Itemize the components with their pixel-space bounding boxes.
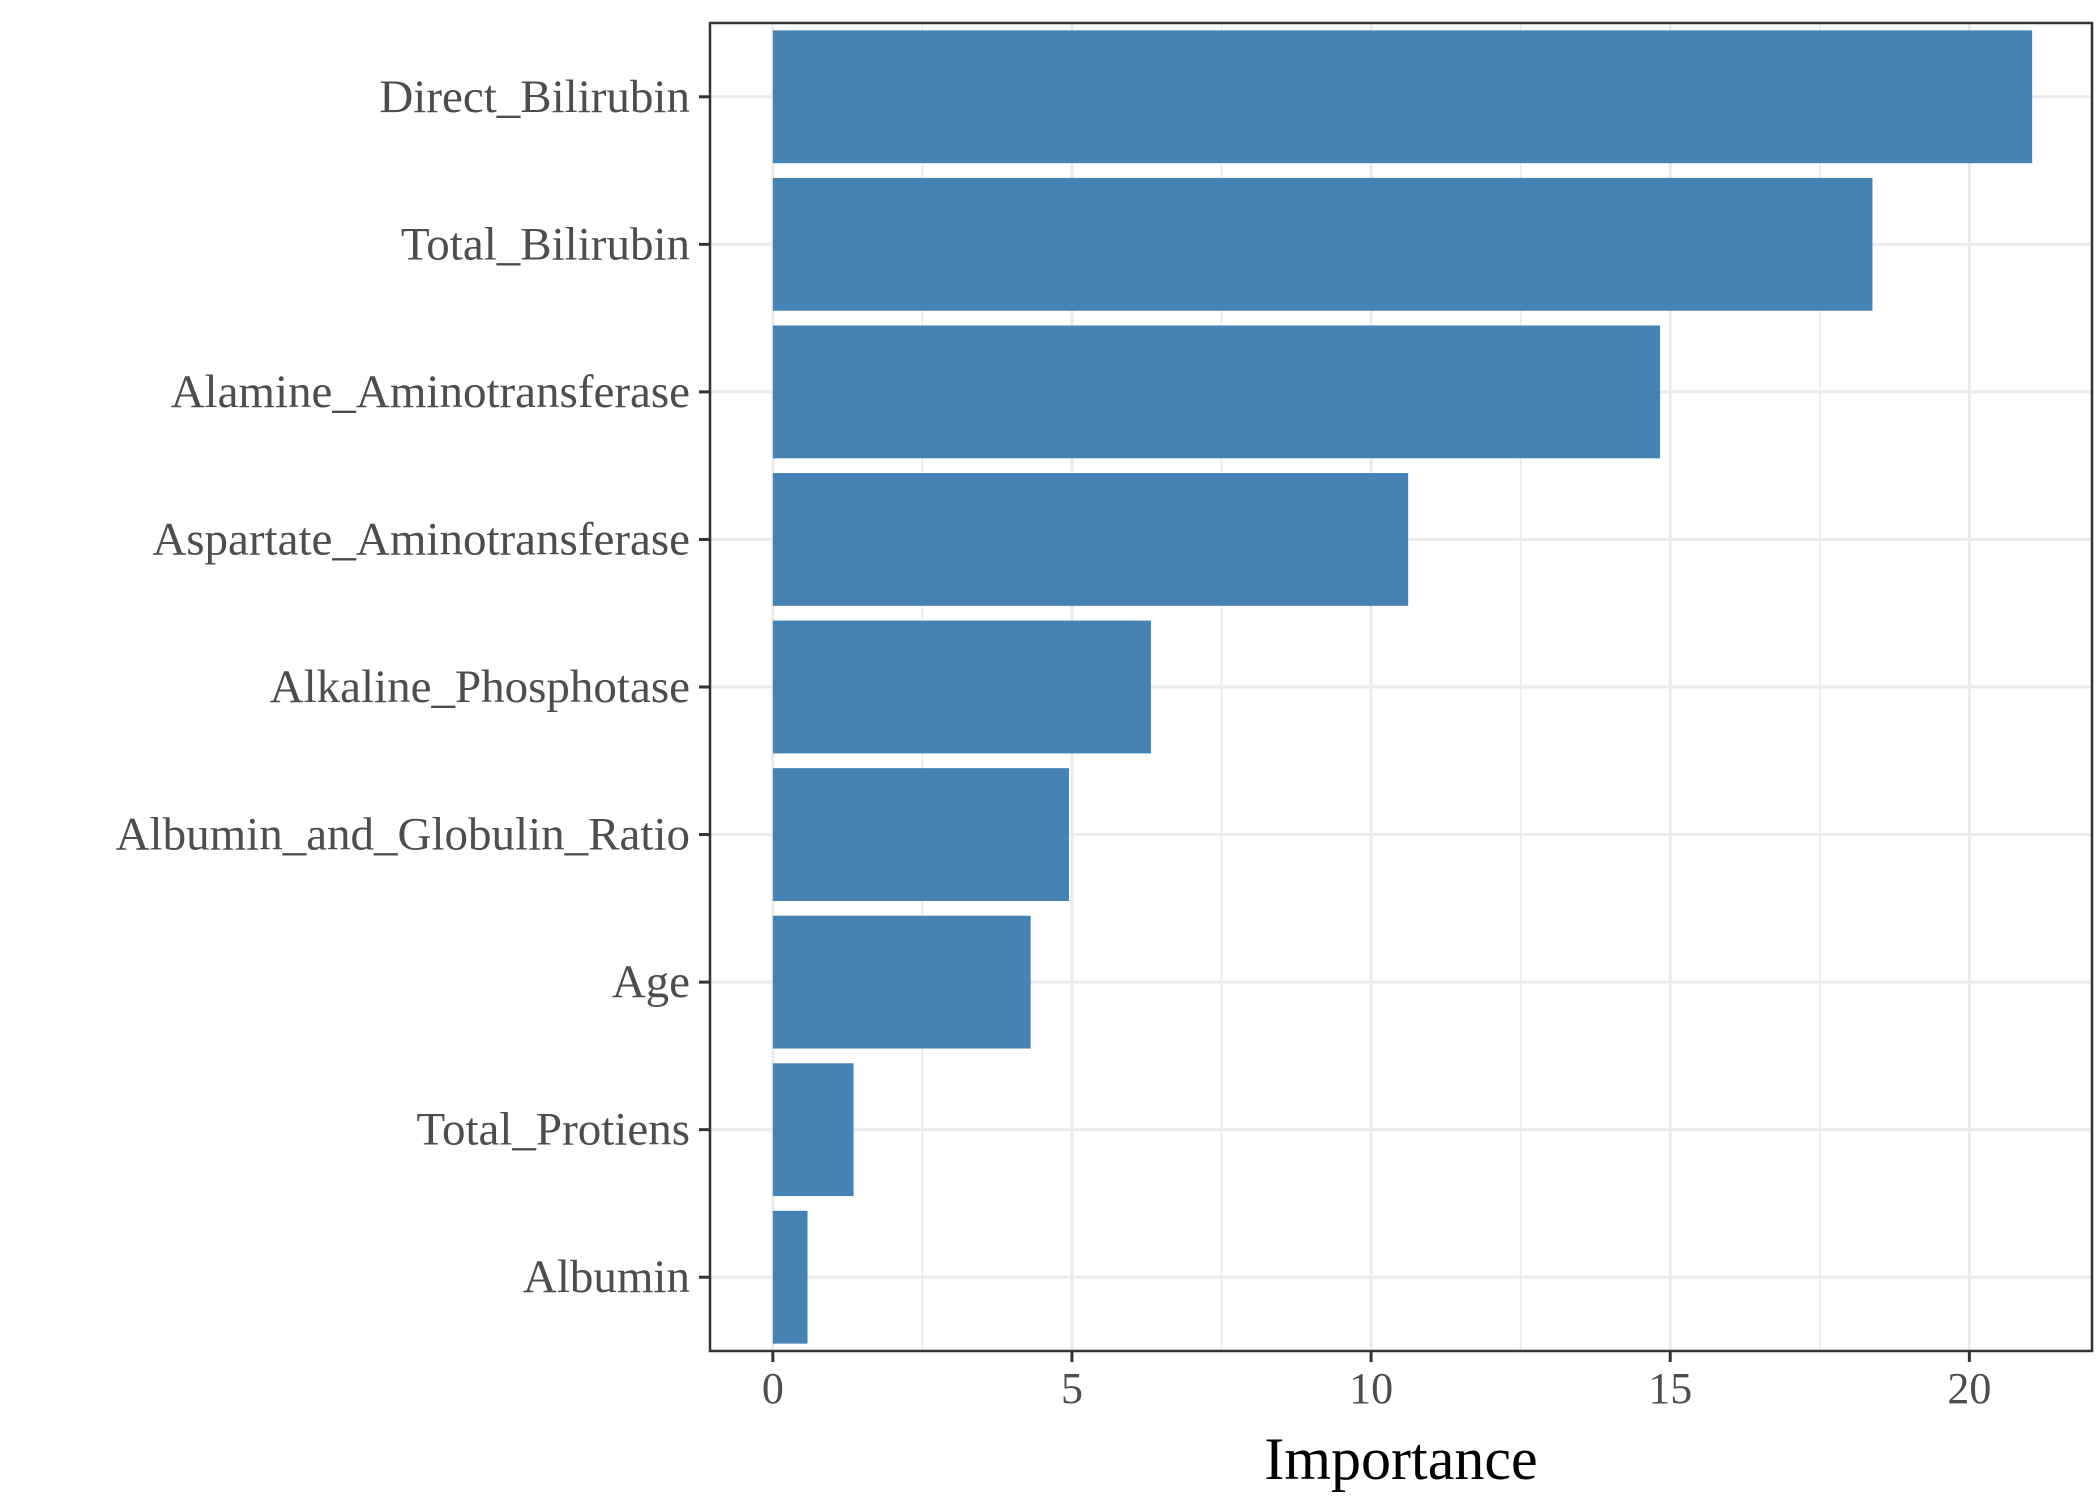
y-tick-label: Alamine_Aminotransferase xyxy=(171,366,690,418)
y-tick-label: Total_Bilirubin xyxy=(401,218,690,270)
x-tick-label: 10 xyxy=(1349,1364,1393,1413)
y-tick-label: Albumin_and_Globulin_Ratio xyxy=(116,809,690,861)
bar-age xyxy=(772,915,1031,1049)
y-tick-label: Alkaline_Phosphotase xyxy=(270,661,690,713)
bar-aspartate-aminotransferase xyxy=(772,473,1409,606)
x-tick-label: 20 xyxy=(1947,1364,1991,1413)
x-tick-label: 0 xyxy=(762,1364,784,1413)
bar-total-protiens xyxy=(772,1063,854,1197)
bar-alkaline-phosphotase xyxy=(772,620,1151,754)
bar-total-bilirubin xyxy=(772,177,1873,311)
bar-albumin-and-globulin-ratio xyxy=(772,768,1069,901)
y-tick-label: Aspartate_Aminotransferase xyxy=(152,513,690,565)
bars xyxy=(772,30,2033,1344)
x-axis-ticks: 0 5 10 15 20 xyxy=(762,1351,1991,1413)
x-tick-label: 15 xyxy=(1648,1364,1692,1413)
y-tick-label: Age xyxy=(612,956,690,1008)
bar-alamine-aminotransferase xyxy=(772,325,1661,459)
y-tick-label: Direct_Bilirubin xyxy=(379,71,690,123)
x-tick-label: 5 xyxy=(1061,1364,1083,1413)
y-axis-ticks: Direct_Bilirubin Total_Bilirubin Alamine_A… xyxy=(116,71,710,1303)
y-tick-label: Albumin xyxy=(523,1251,690,1303)
bar-direct-bilirubin xyxy=(772,30,2033,164)
x-axis-title: Importance xyxy=(1264,1426,1537,1492)
y-tick-label: Total_Protiens xyxy=(417,1104,690,1156)
bar-albumin xyxy=(772,1210,808,1344)
